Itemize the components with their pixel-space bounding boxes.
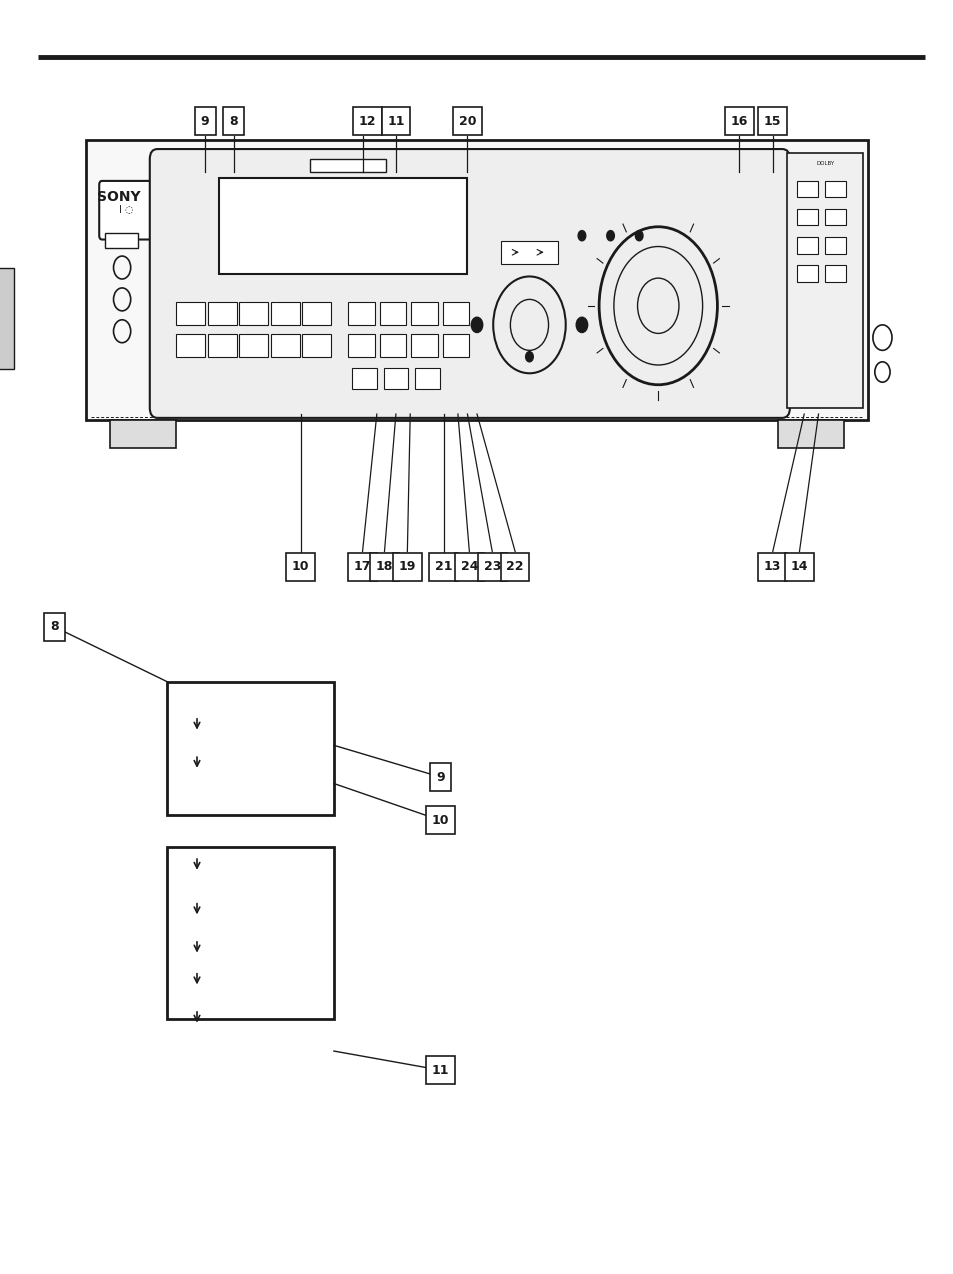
Bar [352,368,376,389]
Bar [348,302,375,325]
Bar [453,107,481,135]
Bar [777,420,843,448]
Bar [271,302,299,325]
Text: 9: 9 [436,771,445,784]
Text: 23: 23 [483,561,500,573]
Bar [430,763,451,791]
Text: 20: 20 [458,115,476,127]
Bar [758,107,786,135]
Bar [353,107,381,135]
Bar [167,847,334,1019]
Text: I ◌: I ◌ [118,205,133,215]
Bar [796,237,817,254]
Circle shape [606,231,614,241]
Bar [176,302,205,325]
Text: 16: 16 [730,115,747,127]
Text: 8: 8 [229,115,238,127]
Text: 24: 24 [460,561,477,573]
Bar [500,553,529,581]
Bar [393,553,421,581]
Bar [379,302,406,325]
Bar [110,420,176,448]
Bar [239,302,268,325]
Text: 19: 19 [398,561,416,573]
Bar [500,241,558,264]
Bar [724,107,753,135]
Bar [758,553,786,581]
Bar [176,334,205,357]
Bar [383,368,408,389]
Bar [302,302,331,325]
Text: 8: 8 [50,620,59,633]
FancyBboxPatch shape [99,181,152,240]
Bar [411,302,437,325]
Bar [0,268,14,369]
Text: 13: 13 [763,561,781,573]
Bar [44,613,65,641]
Text: 10: 10 [292,561,309,573]
Bar [208,334,236,357]
Text: 12: 12 [358,115,375,127]
Bar [219,178,467,274]
Circle shape [578,231,585,241]
Bar [796,209,817,225]
Text: 9: 9 [200,115,210,127]
Bar [824,209,845,225]
Text: 15: 15 [763,115,781,127]
Bar [796,265,817,282]
Bar [429,553,457,581]
Text: 10: 10 [432,814,449,827]
Bar [302,334,331,357]
Bar [286,553,314,581]
Text: 21: 21 [435,561,452,573]
Bar [105,233,138,248]
Bar [824,265,845,282]
Bar [824,237,845,254]
Bar [426,1056,455,1084]
Bar [796,181,817,197]
Bar [442,302,469,325]
Bar [455,553,483,581]
Bar [271,334,299,357]
Circle shape [635,231,642,241]
Circle shape [576,317,587,333]
Text: 11: 11 [387,115,404,127]
Text: SONY: SONY [97,191,141,204]
Bar [223,107,244,135]
Text: 14: 14 [790,561,807,573]
Bar [824,181,845,197]
Circle shape [525,352,533,362]
Bar [167,682,334,815]
Bar [370,553,398,581]
Text: 22: 22 [506,561,523,573]
Bar [348,553,376,581]
Bar [784,553,813,581]
Bar [415,368,439,389]
FancyBboxPatch shape [150,149,789,418]
Bar [381,107,410,135]
Text: 17: 17 [354,561,371,573]
Bar [477,553,506,581]
Bar [411,334,437,357]
Text: DOLBY: DOLBY [816,161,833,166]
Bar [194,107,215,135]
Bar [379,334,406,357]
Bar [786,153,862,408]
Circle shape [471,317,482,333]
Text: 18: 18 [375,561,393,573]
Bar [426,806,455,834]
Bar [86,140,867,420]
Bar [208,302,236,325]
Bar [239,334,268,357]
Bar [348,334,375,357]
Bar [310,159,386,172]
Text: 11: 11 [432,1064,449,1077]
Bar [442,334,469,357]
